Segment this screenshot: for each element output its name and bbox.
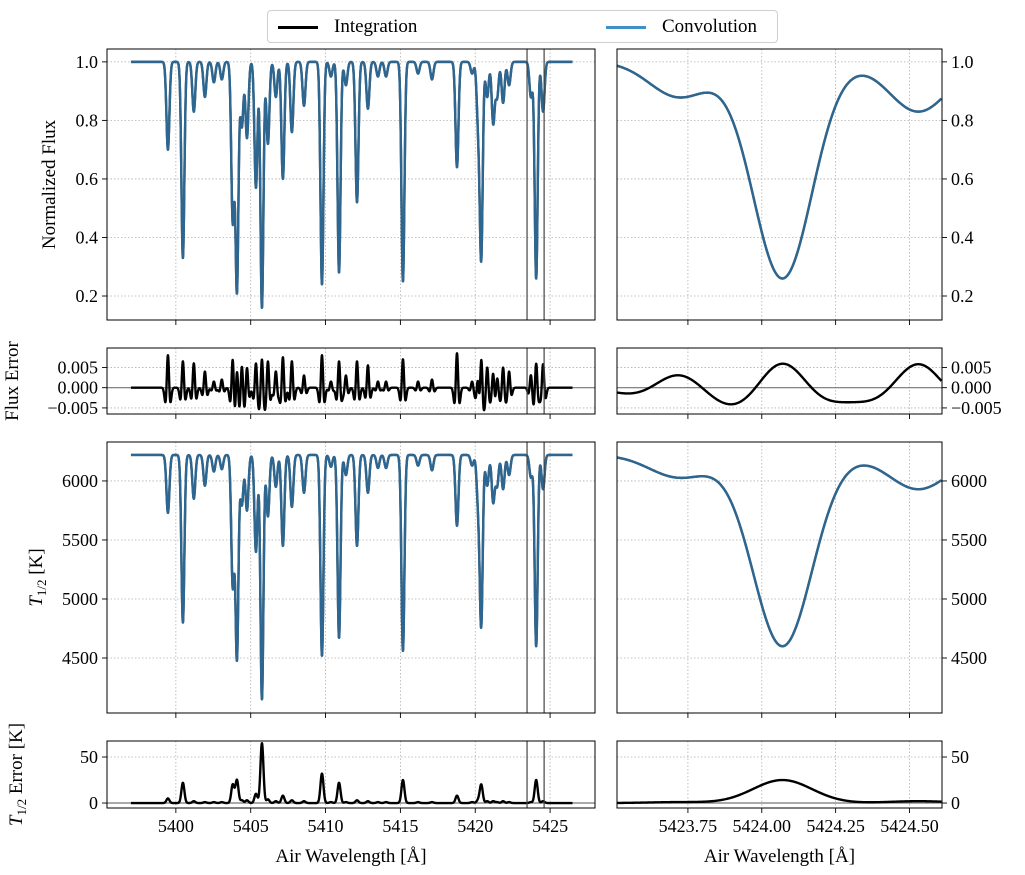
legend: Integration Convolution [267,10,778,43]
y-tick-label: 6000 [951,471,987,491]
series-integration [617,362,942,406]
panel-flux-right: 0.2 0.4 0.6 0.8 1.0 [616,48,974,325]
y-tick-label: 0 [89,793,98,813]
x-tick-label: 5423.75 [659,816,718,836]
x-axis-label-left: Air Wavelength [Å] [275,846,426,867]
plot-area [129,49,574,320]
y-axis-label-flux: Normalized Flux [39,119,60,249]
axes-frame [616,347,943,415]
axes-frame [106,48,596,321]
y-tick-label: −0.005 [47,398,98,418]
x-tick-label: 5425 [532,816,568,836]
y-tick-label: 4500 [951,648,987,668]
y-tick-label: 1.0 [951,52,974,72]
y-tick-label: 0.000 [58,378,99,398]
series-convolution [617,64,942,280]
y-tick-label: 50 [951,747,969,767]
axes-frame [106,441,596,714]
x-tick-label: 5405 [233,816,269,836]
y-tick-label: 1.0 [76,52,99,72]
x-tick-label: 5420 [457,816,493,836]
x-axis-label-right: Air Wavelength [Å] [704,846,855,867]
y-tick-label: 0 [951,793,960,813]
series-integration [129,453,574,701]
plot-area [107,348,595,414]
y-tick-label: 6000 [62,471,98,491]
y-tick-label: 0.6 [76,169,99,189]
y-tick-label: 0.4 [76,227,99,247]
y-axis-label-temp: T1/2 [K] [26,548,49,606]
series-convolution [129,60,574,309]
series-convolution [129,453,574,701]
series-integration [617,778,942,805]
axes-frame [616,48,943,321]
y-tick-label: 0.8 [76,110,99,130]
y-tick-label: 5000 [951,589,987,609]
y-tick-label: 5500 [951,530,987,550]
y-tick-label: 0.6 [951,169,974,189]
plot-area [617,362,942,406]
legend-label-convolution: Convolution [662,16,758,37]
y-tick-label: 5000 [62,589,98,609]
plot-area [617,456,942,648]
panel-flux-left: 0.2 0.4 0.6 0.8 1.0 [76,48,596,325]
y-tick-label: 50 [80,747,98,767]
x-tick-label: 5424.50 [880,816,939,836]
axes-frame [106,347,596,415]
y-tick-label: 0.005 [58,357,99,377]
y-axis-label-temp_err: T1/2 Error [K] [6,723,29,826]
legend-label-integration: Integration [334,16,418,37]
plot-area [107,741,595,808]
panel-temp_err-left: 5400 5405 5410 5415 5420 5425 0 50 [80,740,596,836]
x-tick-label: 5424.00 [733,816,792,836]
y-tick-label: 0.2 [951,286,974,306]
panel-temp-left: 4500 5000 5500 6000 [62,441,596,718]
axes-frame [616,740,943,809]
series-integration [617,456,942,648]
y-axis-label-unit: Error [K] [6,723,27,799]
x-tick-label: 5415 [382,816,418,836]
y-tick-label: 4500 [62,648,98,668]
series-integration [129,742,574,805]
y-tick-label: −0.005 [951,398,1002,418]
y-axis-label-symbol: T [26,595,47,607]
y-axis-label-flux_err: Flux Error [2,340,23,420]
y-axis-label-subscript: 1/2 [34,579,49,596]
legend-item-integration: Integration [278,16,417,38]
legend-swatch-integration [278,25,318,29]
axes-frame [616,441,943,714]
plot-area [129,442,574,713]
y-tick-label: 0.000 [951,378,992,398]
x-tick-label: 5410 [308,816,344,836]
panel-temp-right: 4500 5000 5500 6000 [616,441,987,718]
series-integration [129,60,574,309]
y-axis-label-symbol: T [6,814,27,826]
y-tick-label: 0.2 [76,286,99,306]
y-axis-label-subscript: 1/2 [14,799,29,816]
panel-temp_err-right: 5423.75 5424.00 5424.25 5424.50 0 50 [616,740,969,836]
y-tick-label: 0.005 [951,357,992,377]
y-axis-label-unit: [K] [26,548,47,579]
x-tick-label: 5400 [158,816,194,836]
y-tick-label: 0.8 [951,110,974,130]
y-tick-label: 0.4 [951,227,974,247]
x-tick-label: 5424.25 [806,816,865,836]
y-tick-label: 5500 [62,530,98,550]
legend-swatch-convolution [606,25,646,29]
plot-area [617,778,942,805]
axes-frame [106,740,596,809]
legend-item-convolution: Convolution [606,16,757,38]
series-integration [129,352,574,412]
plot-area [617,64,942,280]
series-convolution [617,456,942,648]
